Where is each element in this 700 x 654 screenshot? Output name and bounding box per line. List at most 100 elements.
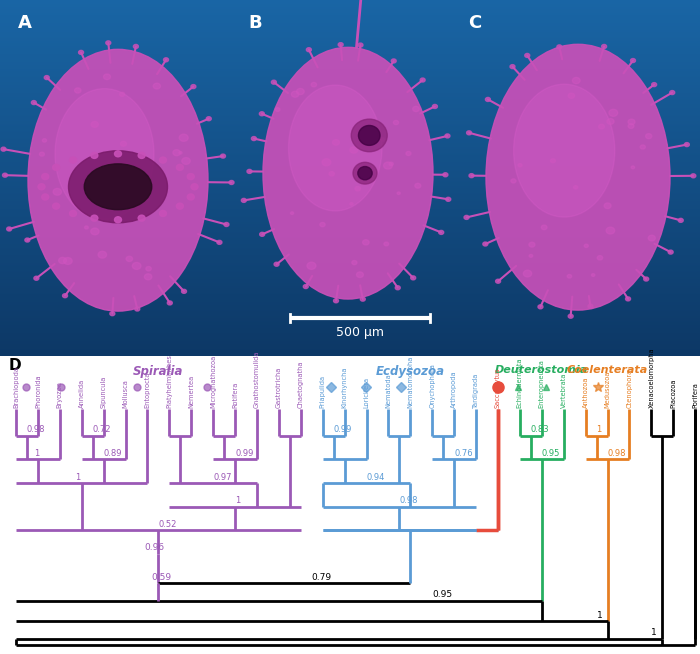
- Ellipse shape: [181, 289, 186, 294]
- Ellipse shape: [584, 244, 588, 247]
- Ellipse shape: [443, 173, 448, 177]
- Ellipse shape: [3, 173, 8, 177]
- Ellipse shape: [588, 304, 593, 308]
- Text: Vertebrata: Vertebrata: [561, 372, 567, 408]
- Ellipse shape: [573, 186, 578, 189]
- Ellipse shape: [350, 203, 353, 205]
- Ellipse shape: [496, 279, 500, 283]
- Text: 1: 1: [651, 628, 657, 638]
- Ellipse shape: [567, 275, 572, 278]
- Ellipse shape: [52, 203, 60, 209]
- Ellipse shape: [91, 215, 98, 221]
- Text: 1: 1: [596, 611, 602, 620]
- Ellipse shape: [138, 215, 145, 221]
- Ellipse shape: [393, 120, 398, 125]
- Ellipse shape: [514, 84, 615, 217]
- Ellipse shape: [146, 267, 151, 271]
- Ellipse shape: [541, 225, 547, 230]
- Text: Annelida: Annelida: [78, 379, 85, 408]
- Ellipse shape: [182, 158, 190, 164]
- Ellipse shape: [307, 262, 316, 269]
- Ellipse shape: [303, 284, 308, 288]
- Ellipse shape: [220, 154, 225, 158]
- Ellipse shape: [670, 90, 675, 95]
- Text: Micrognathozoa: Micrognathozoa: [210, 354, 216, 408]
- Text: Phoronida: Phoronida: [35, 374, 41, 408]
- Ellipse shape: [291, 91, 299, 97]
- Ellipse shape: [628, 119, 635, 125]
- Text: Arthropoda: Arthropoda: [451, 370, 457, 408]
- Ellipse shape: [358, 126, 380, 145]
- Ellipse shape: [604, 203, 611, 209]
- Text: 0.89: 0.89: [104, 449, 122, 458]
- Text: 0.99: 0.99: [334, 425, 352, 434]
- Ellipse shape: [84, 164, 152, 210]
- Text: 1: 1: [75, 473, 80, 482]
- Ellipse shape: [115, 151, 122, 157]
- Ellipse shape: [353, 162, 377, 184]
- Ellipse shape: [188, 173, 195, 180]
- Ellipse shape: [573, 77, 580, 84]
- Ellipse shape: [98, 251, 106, 258]
- Ellipse shape: [32, 101, 36, 105]
- Text: Platyhelminthes: Platyhelminthes: [167, 354, 172, 408]
- Ellipse shape: [120, 141, 127, 146]
- Ellipse shape: [176, 164, 183, 171]
- Ellipse shape: [631, 58, 636, 63]
- Text: Enteropneusta: Enteropneusta: [539, 359, 545, 408]
- Ellipse shape: [42, 173, 49, 180]
- Text: 0.72: 0.72: [92, 425, 111, 434]
- Ellipse shape: [179, 152, 182, 154]
- Ellipse shape: [332, 139, 340, 145]
- Ellipse shape: [104, 74, 111, 80]
- Text: 0.98: 0.98: [608, 449, 626, 458]
- Ellipse shape: [510, 65, 515, 69]
- Text: Priapulida: Priapulida: [320, 375, 326, 408]
- Text: 500 μm: 500 μm: [336, 326, 384, 339]
- Ellipse shape: [644, 277, 649, 281]
- Text: 0.98: 0.98: [400, 496, 418, 505]
- Ellipse shape: [108, 161, 113, 165]
- Text: 0.94: 0.94: [367, 472, 385, 481]
- Ellipse shape: [350, 146, 358, 153]
- Ellipse shape: [135, 307, 140, 311]
- Ellipse shape: [518, 164, 522, 167]
- Text: B: B: [248, 14, 262, 32]
- Ellipse shape: [652, 82, 657, 86]
- Ellipse shape: [389, 162, 393, 165]
- Text: 1: 1: [34, 449, 40, 458]
- Ellipse shape: [44, 76, 49, 80]
- Text: Saccorhytus: Saccorhytus: [495, 368, 501, 408]
- Text: Gnathostomulida: Gnathostomulida: [254, 351, 260, 408]
- Ellipse shape: [609, 109, 617, 116]
- Text: D: D: [9, 358, 22, 373]
- Ellipse shape: [91, 122, 99, 128]
- Ellipse shape: [411, 276, 416, 280]
- Ellipse shape: [525, 54, 530, 58]
- Ellipse shape: [598, 124, 605, 129]
- Ellipse shape: [1, 147, 6, 151]
- Text: A: A: [18, 14, 32, 32]
- Ellipse shape: [91, 228, 99, 235]
- Ellipse shape: [160, 211, 167, 216]
- Ellipse shape: [691, 174, 696, 178]
- Ellipse shape: [263, 47, 433, 299]
- Ellipse shape: [384, 162, 392, 169]
- Ellipse shape: [288, 85, 382, 211]
- Ellipse shape: [206, 116, 211, 121]
- Ellipse shape: [413, 107, 419, 112]
- Ellipse shape: [39, 152, 44, 156]
- Ellipse shape: [138, 152, 145, 158]
- Ellipse shape: [78, 50, 83, 54]
- Ellipse shape: [126, 256, 132, 262]
- Text: Mollusca: Mollusca: [122, 379, 129, 408]
- Ellipse shape: [251, 137, 256, 141]
- Ellipse shape: [260, 232, 265, 236]
- Ellipse shape: [391, 59, 396, 63]
- Ellipse shape: [69, 211, 76, 216]
- Ellipse shape: [173, 150, 181, 156]
- Ellipse shape: [485, 97, 491, 101]
- Ellipse shape: [52, 164, 60, 171]
- Ellipse shape: [110, 312, 115, 316]
- Ellipse shape: [34, 276, 39, 281]
